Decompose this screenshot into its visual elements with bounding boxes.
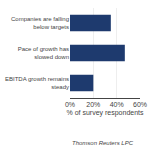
svg-text:0%: 0%	[65, 101, 75, 108]
svg-text:20%: 20%	[86, 101, 100, 108]
svg-text:Companies are fallingbelow tar: Companies are fallingbelow targets	[11, 16, 69, 30]
svg-text:Thomson Reuters LPC: Thomson Reuters LPC	[72, 140, 134, 146]
svg-text:% of survey respondents: % of survey respondents	[66, 109, 144, 117]
svg-text:EBITDA growth remainssteady: EBITDA growth remainssteady	[5, 76, 69, 90]
svg-text:Pace of growth hasslowed down: Pace of growth hasslowed down	[18, 46, 69, 60]
svg-text:60%: 60%	[133, 101, 147, 108]
svg-text:40%: 40%	[110, 101, 124, 108]
